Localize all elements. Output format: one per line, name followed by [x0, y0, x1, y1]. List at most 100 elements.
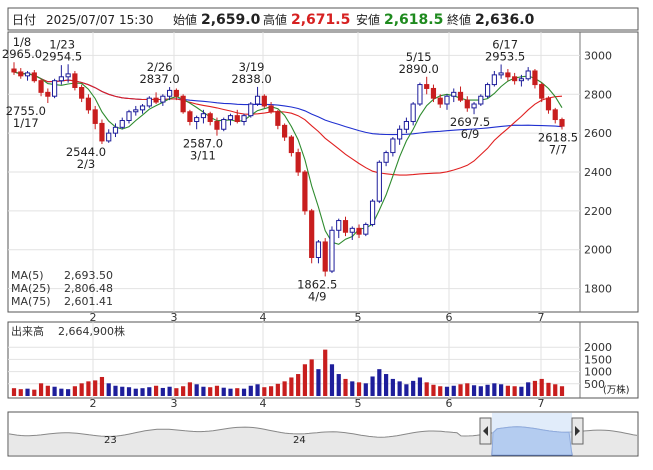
annotation-date: 1/17: [13, 116, 39, 130]
date-label: 日付: [12, 13, 36, 27]
close-label: 終値: [447, 12, 471, 27]
nav-selection[interactable]: [492, 413, 572, 455]
candle-body: [376, 161, 382, 202]
volume-bar: [174, 388, 179, 396]
price-x-tick: 3: [171, 311, 178, 324]
volume-bar: [241, 388, 247, 396]
annotation-value: 2618.5: [538, 131, 578, 145]
volume-bar: [471, 385, 477, 396]
candle-body: [390, 138, 396, 154]
legend-ma75-value: 2,601.41: [64, 295, 113, 308]
volume-bar: [505, 385, 510, 396]
candle-body: [92, 109, 98, 124]
annotation-value: 2954.5: [42, 49, 82, 63]
candle-body: [484, 84, 491, 97]
volume-bar: [72, 386, 77, 396]
candle-body: [133, 109, 139, 113]
volume-bar: [390, 378, 395, 396]
candle-body: [58, 76, 64, 82]
volume-bar: [275, 383, 280, 396]
candle-body: [512, 76, 518, 82]
volume-bar: [93, 380, 98, 396]
volume-bar: [262, 387, 267, 396]
annotation-date: 3/11: [190, 149, 216, 163]
volume-bar: [113, 385, 118, 396]
volume-bar: [431, 384, 436, 396]
volume-label: 出来高: [11, 324, 44, 338]
candle-body: [72, 73, 78, 88]
candle-body: [532, 70, 538, 86]
volume-bar: [79, 383, 84, 396]
volume-tick-label: 1500: [584, 353, 612, 366]
volume-tick-label: 2000: [584, 341, 612, 354]
volume-bar: [411, 380, 416, 396]
candle-body: [349, 227, 355, 233]
legend-ma75-name: MA(75): [11, 295, 51, 308]
candle-body: [227, 115, 234, 121]
annotation-date: 7/7: [549, 143, 568, 157]
candle-body: [241, 115, 247, 122]
volume-bar: [25, 388, 30, 396]
volume-bar: [539, 378, 544, 396]
volume-bar: [59, 388, 64, 396]
ma25-line: [13, 71, 563, 176]
volume-bar: [86, 381, 91, 396]
candle-body: [424, 84, 430, 89]
volume-bar: [336, 374, 341, 396]
candle-body: [200, 113, 207, 119]
volume-bar: [147, 387, 152, 396]
volume-bar: [120, 386, 125, 396]
nav-left-handle[interactable]: [479, 417, 492, 445]
volume-bar: [11, 388, 17, 396]
candle-body: [403, 120, 409, 130]
volume-bar: [167, 386, 172, 396]
candle-body: [329, 229, 335, 272]
price-x-tick: 6: [446, 311, 453, 324]
legend-ma25-name: MA(25): [11, 282, 51, 295]
candle-body: [79, 86, 85, 99]
candle-body: [38, 80, 44, 93]
volume-bar: [296, 374, 301, 396]
navigator-area: [9, 426, 637, 455]
annotation-value: 2755.0: [6, 104, 46, 118]
candle-body: [139, 105, 146, 111]
annotation-value: 2697.5: [450, 115, 490, 129]
candle-body: [552, 109, 558, 121]
annotation-value: 2953.5: [485, 49, 525, 63]
volume-x-tick: 2: [90, 397, 97, 410]
volume-bars: [11, 349, 565, 396]
nav-right-handle[interactable]: [571, 417, 584, 445]
annotation-date: 1/23: [49, 37, 75, 51]
candle-body: [167, 89, 173, 97]
volume-bar: [485, 384, 490, 396]
price-tick-label: 3000: [584, 49, 612, 62]
candle-body: [234, 115, 240, 122]
volume-bar: [343, 378, 348, 396]
candle-body: [282, 124, 288, 138]
price-tick-label: 2800: [584, 88, 612, 101]
candle-body: [65, 73, 71, 78]
candle-body: [545, 97, 552, 111]
price-tick-label: 2600: [584, 127, 612, 140]
candle-body: [51, 80, 58, 97]
candle-body: [99, 122, 105, 142]
candle-body: [363, 223, 369, 235]
volume-bar: [350, 381, 355, 396]
price-x-tick-labels: 2 3 4 5 6 7: [90, 311, 545, 324]
volume-bar: [546, 382, 551, 396]
candle-body: [295, 152, 301, 173]
volume-x-tick: 4: [260, 397, 267, 410]
ma5-line: [13, 71, 563, 245]
volume-x-tick: 6: [446, 397, 453, 410]
volume-bar: [106, 383, 111, 396]
volume-bar: [329, 364, 335, 396]
datetime-value: 2025/07/07 15:30: [46, 13, 154, 27]
high-value: 2,671.5: [291, 12, 350, 28]
candle-body: [410, 103, 416, 122]
volume-bar: [52, 386, 57, 396]
annotation-value: 2965.0: [2, 47, 42, 61]
price-x-tick: 5: [355, 311, 362, 324]
annotation-value: 2587.0: [183, 137, 223, 151]
